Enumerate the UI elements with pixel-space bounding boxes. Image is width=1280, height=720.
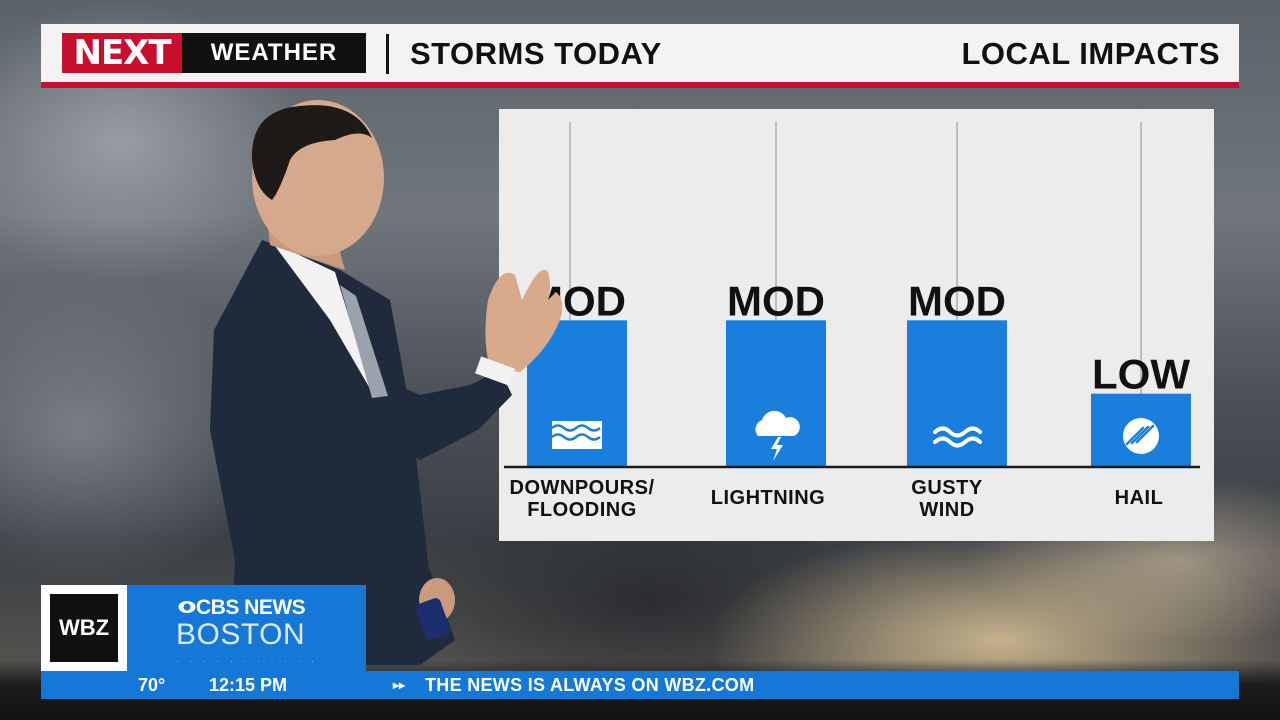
bar-value-label: MOD	[528, 277, 626, 324]
wbz-logo: WBZ	[50, 594, 118, 662]
cbs-eye-icon	[178, 601, 196, 613]
temperature-readout: 70°	[138, 675, 166, 695]
category-label: HAIL	[1115, 487, 1164, 509]
category-label: LIGHTNING	[711, 487, 826, 509]
category-label: FLOODING	[527, 499, 637, 521]
wind-icon	[933, 426, 982, 448]
cbs-news-boston-box	[127, 585, 366, 671]
city-label: BOSTON	[176, 618, 306, 651]
bar-value-label: MOD	[727, 277, 825, 324]
banner-red-rule	[41, 82, 1239, 88]
impact-chart-panel: MOD DOWNPOURS/FLOODING MOD LIGHTNING MOD GUST…	[499, 109, 1214, 541]
water-waves-icon	[551, 421, 602, 449]
bar-value-label: LOW	[1092, 351, 1190, 398]
hail-icon	[1123, 418, 1159, 454]
banner-title: STORMS TODAY	[410, 36, 662, 71]
bar-value-label: MOD	[908, 277, 1006, 324]
chart-bar-2	[907, 320, 1007, 467]
ticker-arrow-icon: ▸▸	[393, 678, 406, 692]
next-logo: NEXT	[62, 33, 182, 73]
lightning-cloud-icon	[755, 410, 800, 461]
category-label: GUSTY	[911, 477, 983, 499]
banner-right-title: LOCAL IMPACTS	[961, 36, 1220, 71]
news-ticker	[41, 671, 1239, 699]
weather-logo: WEATHER	[182, 33, 366, 73]
time-readout: 12:15 PM	[209, 675, 288, 695]
impact-bar-chart: MOD DOWNPOURS/FLOODING MOD LIGHTNING MOD GUST…	[504, 122, 1200, 521]
ticker-message: THE NEWS IS ALWAYS ON WBZ.COM	[425, 675, 755, 695]
decorative-dots: · · · · · · · · · · ·	[176, 656, 318, 666]
category-label: DOWNPOURS/	[510, 477, 655, 499]
banner-divider	[386, 34, 389, 74]
cbs-news-label: CBS NEWS	[196, 596, 306, 619]
category-label: WIND	[919, 499, 974, 521]
